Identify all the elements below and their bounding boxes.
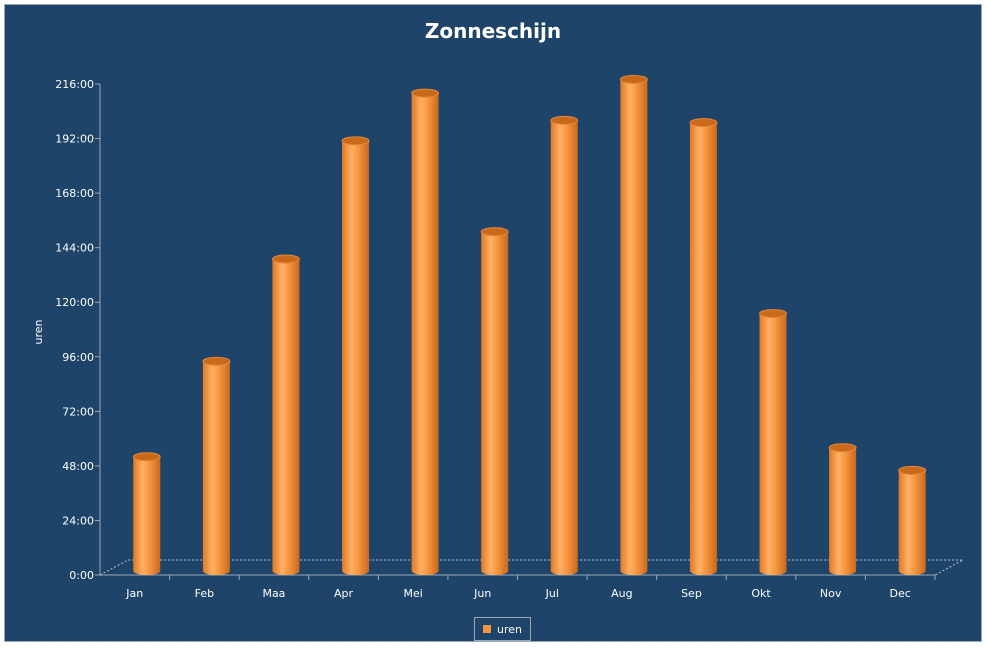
x-tick-label: Apr xyxy=(334,587,354,600)
axis-layer: 0:00 24:00 48:00 72:00 96:00 120:00 144:00 168:… xyxy=(55,78,964,600)
bar-top-aug xyxy=(619,74,648,84)
bar-top-nov xyxy=(828,443,857,453)
bar-top-maa xyxy=(271,254,300,264)
y-axis-label: uren xyxy=(32,319,45,344)
bar-mei xyxy=(411,93,439,575)
bar-jul xyxy=(550,120,578,576)
y-tick-label: 24:00 xyxy=(62,514,94,527)
bar-okt xyxy=(759,313,787,575)
x-tick-label: Feb xyxy=(195,587,214,600)
legend-swatch xyxy=(483,625,491,633)
chart-area: Zonneschijn uren 0:00 24:00 48:00 72:00 96:0… xyxy=(4,4,982,642)
bar-apr xyxy=(342,140,370,575)
bar-top-apr xyxy=(341,136,370,146)
bar-dec xyxy=(898,470,926,575)
bar-feb xyxy=(202,361,230,575)
y-tick-label: 72:00 xyxy=(62,405,94,418)
bar-top-feb xyxy=(202,356,231,366)
bar-top-jul xyxy=(550,115,579,125)
legend: uren xyxy=(474,617,531,641)
chart-title: Zonneschijn xyxy=(425,19,561,43)
x-tick-label: Jan xyxy=(125,587,143,600)
bar-nov xyxy=(829,447,857,575)
bar-jun xyxy=(481,231,509,575)
y-tick-label: 48:00 xyxy=(62,460,94,473)
bar-top-okt xyxy=(759,309,788,319)
chart-svg: Zonneschijn uren 0:00 24:00 48:00 72:00 96:0… xyxy=(32,19,964,600)
bar-top-sep xyxy=(689,118,718,128)
y-tick-label: 120:00 xyxy=(55,296,94,309)
chart-floor xyxy=(99,559,964,576)
bar-top-dec xyxy=(898,465,927,475)
x-tick-label: Jul xyxy=(545,587,559,600)
bar-jan xyxy=(133,456,161,575)
x-tick-label: Okt xyxy=(751,587,771,600)
x-tick-label: Nov xyxy=(820,587,842,600)
bar-maa xyxy=(272,259,300,575)
bar-top-jan xyxy=(132,452,161,462)
y-tick-label: 216:00 xyxy=(55,78,94,91)
bar-aug xyxy=(620,79,648,575)
y-tick-label: 144:00 xyxy=(55,242,94,255)
y-tick-label: 168:00 xyxy=(55,187,94,200)
y-tick-label: 192:00 xyxy=(55,133,94,146)
bar-top-mei xyxy=(411,88,440,98)
legend-label: uren xyxy=(497,622,522,636)
x-tick-label: Sep xyxy=(681,587,702,600)
bar-layer xyxy=(132,74,927,576)
bar-sep xyxy=(689,122,717,575)
x-tick-label: Dec xyxy=(890,587,911,600)
y-tick-label: 96:00 xyxy=(62,351,94,364)
x-tick-label: Jun xyxy=(473,587,491,600)
x-tick-label: Aug xyxy=(611,587,632,600)
x-tick-label: Mei xyxy=(403,587,422,600)
x-tick-label: Maa xyxy=(262,587,285,600)
y-tick-label: 0:00 xyxy=(69,569,94,582)
bar-top-jun xyxy=(480,227,509,237)
